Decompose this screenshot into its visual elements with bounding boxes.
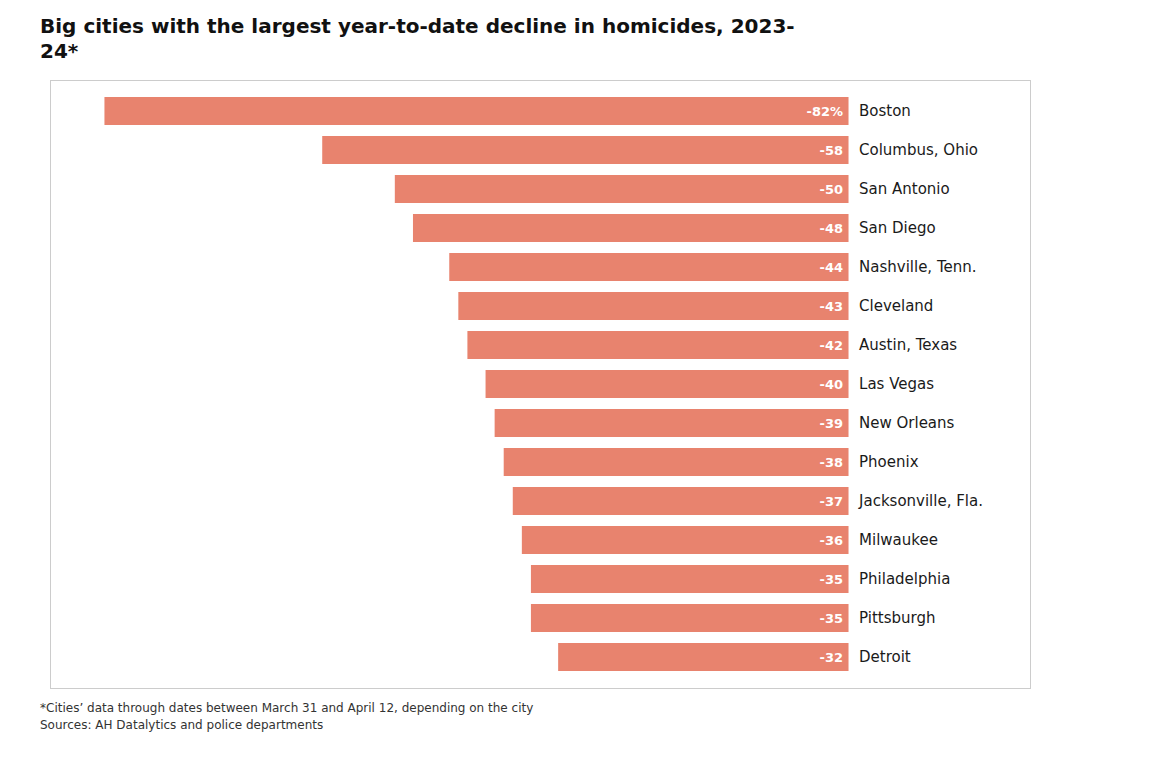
svg-text:Milwaukee: Milwaukee [859,531,938,549]
svg-text:Austin, Texas: Austin, Texas [859,336,957,354]
svg-text:-50: -50 [820,182,844,197]
html-text:*Cities’ data through dates be: *Cities’ data through dates between Marc… [40,701,534,715]
svg-text:Boston: Boston [859,102,911,120]
svg-text:Detroit: Detroit [859,648,911,666]
svg-text:Philadelphia: Philadelphia [859,570,950,588]
svg-text:San Antonio: San Antonio [859,180,950,198]
svg-text:Nashville, Tenn.: Nashville, Tenn. [859,258,977,276]
svg-text:-38: -38 [820,455,844,470]
svg-text:Columbus, Ohio: Columbus, Ohio [859,141,978,159]
svg-text:-82%: -82% [807,104,844,119]
svg-text:Pittsburgh: Pittsburgh [859,609,935,627]
svg-text:-48: -48 [820,221,844,236]
svg-text:-36: -36 [820,533,844,548]
svg-text:-35: -35 [820,572,844,587]
svg-text:-58: -58 [820,143,844,158]
svg-text:Cleveland: Cleveland [859,297,933,315]
svg-text:-40: -40 [820,377,844,392]
svg-text:-44: -44 [820,260,844,275]
svg-text:Jacksonville, Fla.: Jacksonville, Fla. [858,492,983,510]
svg-text:Las Vegas: Las Vegas [859,375,934,393]
svg-text:San Diego: San Diego [859,219,936,237]
svg-text:-39: -39 [820,416,844,431]
svg-text:New Orleans: New Orleans [859,414,955,432]
svg-text:-32: -32 [820,650,844,665]
svg-text:-37: -37 [820,494,844,509]
svg-text:-35: -35 [820,611,844,626]
svg-text:Phoenix: Phoenix [859,453,919,471]
html-text:Big cities with the largest ye: Big cities with the largest year-to-date… [40,14,795,63]
html-text:Sources: AH Datalytics and pol: Sources: AH Datalytics and police depart… [40,718,324,733]
svg-text:-42: -42 [820,338,844,353]
svg-text:-43: -43 [820,299,844,314]
